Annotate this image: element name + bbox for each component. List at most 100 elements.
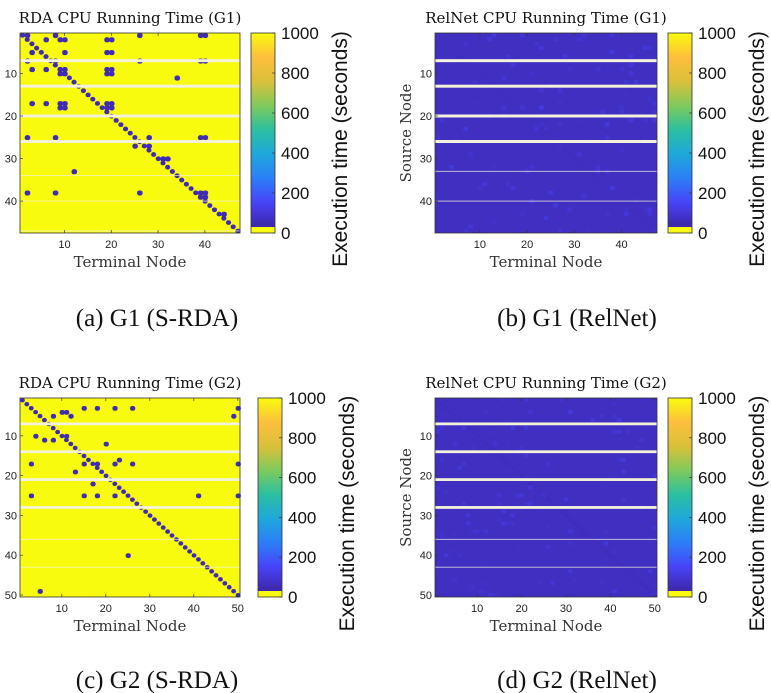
heatmap-cell [443,405,449,411]
heatmap-cell [200,561,206,566]
heatmap-cell [548,164,554,170]
heatmap-cell [652,101,657,106]
heatmap-cell [183,181,189,187]
heatmap-cell [116,457,123,463]
heatmap-cell [218,577,223,582]
heatmap-cell [605,211,610,216]
heatmap-cell [520,109,526,115]
heatmap-cell [590,417,595,422]
heatmap-cell [572,577,578,582]
heatmap-cell [617,437,622,442]
heatmap-cell [603,557,609,562]
heatmap-cell [468,152,473,157]
heatmap-cell [538,88,544,93]
heatmap-cell [634,445,640,450]
heatmap-cell [68,441,74,447]
heatmap-cell [642,220,649,225]
gap-row [435,140,657,143]
heatmap-cell [453,71,459,76]
heatmap-cell [479,529,484,534]
heatmap-cell [603,549,609,554]
heatmap-cell [479,561,484,566]
heatmap-cell [165,156,171,162]
chart-title: RelNet CPU Running Time (G2) [425,374,667,392]
heatmap-cell [202,135,209,141]
heatmap-cell [134,501,140,506]
heatmap-cell [470,429,476,435]
heatmap-cell [143,509,149,514]
heatmap-cell [559,509,565,514]
gap-row [20,450,240,454]
heatmap-cell [225,220,232,225]
heatmap-cell [614,194,620,200]
gap-row [20,506,240,509]
heatmap-cell [599,413,604,418]
gap-row [435,478,657,481]
heatmap-cell [501,457,507,463]
heatmap-cell [648,569,653,574]
heatmap-cell [621,457,626,462]
colorbar-tick-label: 0 [288,588,297,607]
heatmap-cell [492,465,498,470]
heatmap-cell [483,441,489,447]
heatmap-cell [43,37,50,43]
heatmap-cell [652,228,658,234]
heatmap-cell [568,529,573,534]
y-tick-label: 30 [5,154,17,166]
colorbar [257,397,283,598]
heatmap-cell [538,45,544,51]
x-tick-label: 20 [515,603,527,615]
heatmap-cell [231,413,237,419]
panel-d: RelNet CPU Running Time (G2) 10 20 30 40 50 10… [397,374,769,693]
heatmap-cell [52,190,59,196]
heatmap-cell [534,122,540,128]
heatmap-cell [520,211,525,216]
heatmap-cell [457,465,462,470]
heatmap-cell [187,549,193,554]
heatmap-cell [581,33,587,38]
heatmap-cell [576,118,582,123]
heatmap-cell [510,186,516,191]
heatmap-cell [216,211,222,217]
heatmap-cell [647,224,653,230]
heatmap-cell [122,126,129,132]
y-tick-label: 40 [420,196,432,208]
heatmap-cell [235,461,241,467]
colorbar-tick-label: 200 [698,184,726,203]
heatmap-cell [435,33,441,38]
heatmap-cell [182,545,188,550]
heatmap-cell [137,190,143,196]
colorbar-tick-label: 400 [698,144,726,163]
gap-row [435,538,657,540]
heatmap-cell [595,177,601,183]
heatmap-cell [576,152,582,157]
heatmap-cell [501,75,506,80]
heatmap-cell [554,517,560,522]
heatmap-cell [483,581,489,586]
heatmap-cell [104,71,110,77]
heatmap-cell [108,101,115,107]
heatmap-cell [497,493,502,498]
heatmap-cell [519,473,525,478]
heatmap-cell [81,493,87,499]
heatmap-cell [576,37,582,42]
heatmap-cell [474,529,480,534]
heatmap-cell [222,581,228,586]
heatmap-cell [541,493,546,498]
heatmap-cell [146,147,152,153]
heatmap-cell [207,203,213,208]
heatmap-cell [557,228,563,233]
heatmap-cell [609,190,615,196]
colorbar-tick-label: 600 [281,104,309,123]
heatmap-cell [42,437,48,443]
heatmap-cell [230,224,236,230]
heatmap-cell [488,445,494,451]
heatmap-cell [492,593,498,597]
gap-row [20,478,240,481]
heatmap-cell [612,549,618,554]
heatmap-cell [59,409,65,415]
heatmap-cell [634,577,640,582]
heatmap-cell [647,96,653,102]
heatmap-cell [506,441,511,446]
